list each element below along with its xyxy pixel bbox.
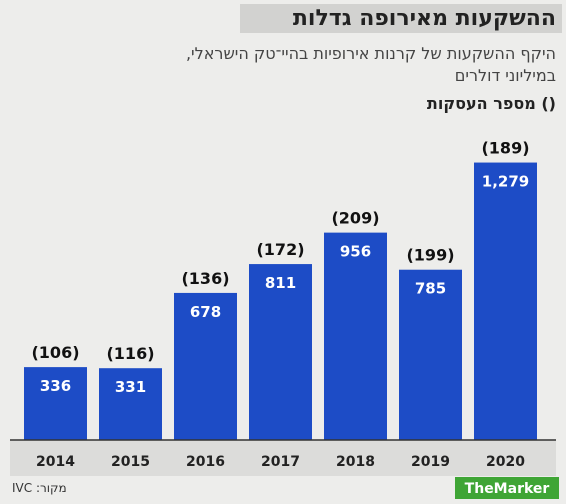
chart-title: ההשקעות מאירופה גדלות — [240, 4, 562, 33]
deal-label: (116) — [106, 344, 154, 363]
bar — [324, 232, 387, 440]
value-label: 956 — [340, 243, 371, 261]
deal-label: (209) — [331, 209, 379, 228]
bar — [399, 269, 462, 440]
deal-label: (172) — [256, 240, 304, 259]
x-tick-label: 2020 — [486, 454, 525, 470]
value-label: 1,279 — [482, 173, 529, 191]
deal-label: (136) — [181, 269, 229, 288]
deal-label: (106) — [31, 343, 79, 362]
x-tick-label: 2014 — [36, 454, 75, 470]
value-label: 811 — [265, 274, 296, 292]
logo-box — [455, 477, 559, 499]
legend-label: () מספר העסקות — [426, 94, 556, 113]
x-tick-label: 2017 — [261, 454, 300, 470]
subtitle: במיליוני דולרים — [454, 66, 556, 85]
value-label: 785 — [415, 280, 446, 298]
value-label: 678 — [190, 303, 221, 321]
subtitle: היקף ההשקעות של קרנות אירופיות בהיי־טק ה… — [185, 44, 556, 63]
bar — [249, 264, 312, 440]
x-tick-label: 2016 — [186, 454, 225, 470]
value-label: 331 — [115, 378, 146, 396]
bar — [474, 162, 537, 440]
bar — [174, 292, 237, 440]
source: מקור: IVC — [12, 481, 67, 495]
x-tick-label: 2015 — [111, 454, 150, 470]
deal-label: (199) — [406, 246, 454, 265]
logo: TheMarker — [465, 481, 550, 497]
x-tick-label: 2019 — [411, 454, 450, 470]
bar — [99, 368, 162, 440]
axis-band — [10, 440, 556, 476]
deal-label: (189) — [481, 139, 529, 158]
value-label: 336 — [40, 377, 71, 395]
x-tick-label: 2018 — [336, 454, 375, 470]
bar — [24, 367, 87, 440]
